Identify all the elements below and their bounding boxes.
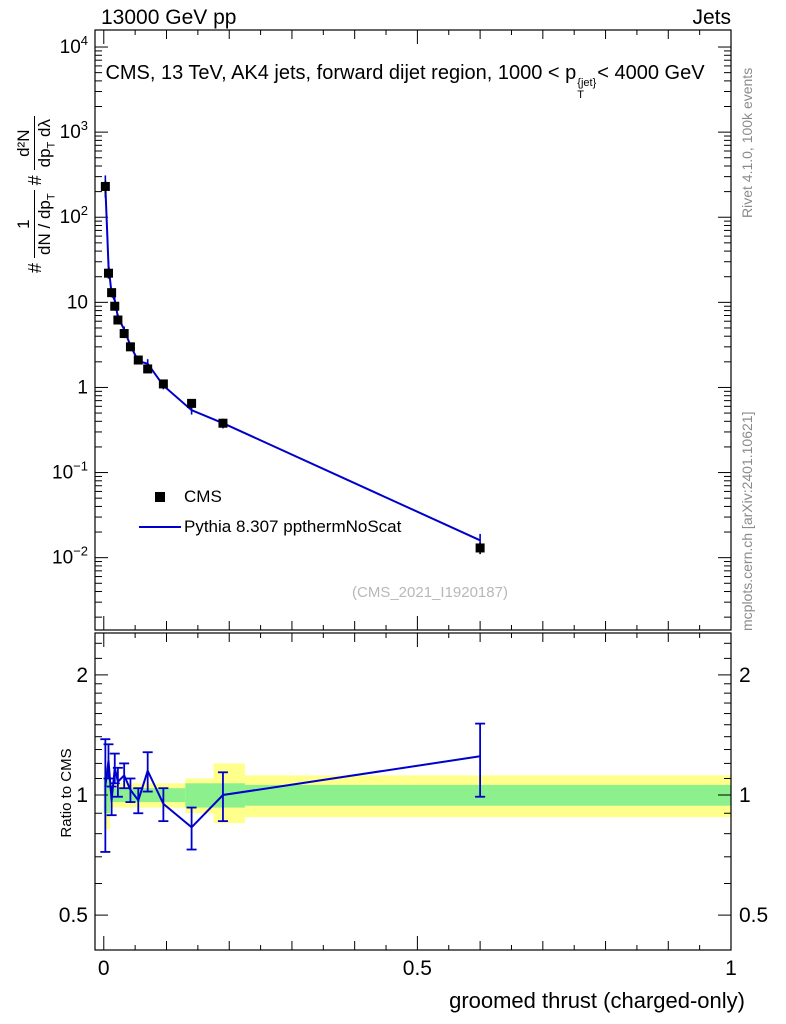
- ylabel-hash-1: #: [25, 262, 46, 273]
- beam-energy-label: 13000 GeV pp: [101, 6, 237, 29]
- cms-data-point: [218, 418, 228, 428]
- y-tick-label: 10: [67, 292, 88, 313]
- cms-data-point: [119, 329, 129, 339]
- legend-label-cms: CMS: [184, 487, 222, 506]
- band-green: [103, 778, 111, 814]
- cms-data-point: [113, 315, 123, 325]
- legend: CMS Pythia 8.307 ppthermNoScat: [136, 482, 401, 542]
- title-subscript: T: [577, 88, 585, 101]
- ratio-tick-label: 0.5: [59, 904, 88, 927]
- title-prefix: CMS, 13 TeV, AK4 jets, forward dijet reg…: [105, 62, 577, 84]
- y-axis-label: # 1 dN / dpT # d²N dpT dλ: [14, 32, 58, 352]
- cms-data-point: [110, 301, 120, 311]
- pt-jet-symbol: {jet} T: [577, 77, 597, 101]
- cms-marker-swatch: [136, 492, 184, 502]
- cms-data-point: [187, 398, 197, 408]
- ylabel-hash-2: #: [25, 175, 46, 186]
- ylabel-fraction-1: 1 dN / dpT: [14, 190, 58, 258]
- legend-label-pythia: Pythia 8.307 ppthermNoScat: [184, 517, 402, 536]
- legend-row-cms: CMS: [136, 482, 401, 512]
- ratio-tick-label: 1: [76, 784, 88, 807]
- cms-data-point: [475, 543, 485, 553]
- pythia-marker-swatch: [136, 526, 184, 528]
- y-tick-label: 1: [77, 377, 88, 398]
- legend-row-pythia: Pythia 8.307 ppthermNoScat: [136, 512, 401, 542]
- y-tick-label: 102: [60, 203, 88, 228]
- ylabel-frac1-numerator: 1: [14, 190, 35, 258]
- title-superscript: {jet}: [577, 77, 597, 89]
- x-tick-label: 1: [725, 957, 737, 980]
- cms-data-point: [143, 364, 153, 374]
- ylabel-frac2-numerator: d²N: [14, 116, 35, 171]
- x-tick-label: 0: [98, 957, 110, 980]
- cms-data-point: [158, 379, 168, 389]
- rivet-version-note: Rivet 4.1.0, 100k events: [739, 67, 755, 218]
- y-tick-label: 10−1: [52, 459, 88, 484]
- ratio-tick-label: 2: [76, 664, 88, 687]
- black-square-icon: [155, 492, 165, 502]
- ratio-axis-label: Ratio to CMS: [58, 748, 75, 838]
- cms-data-point: [100, 181, 110, 191]
- ratio-tick-label: 1: [739, 784, 751, 807]
- x-axis-label: groomed thrust (charged-only): [449, 988, 745, 1013]
- band-green: [244, 784, 731, 806]
- ratio-tick-label: 2: [739, 664, 751, 687]
- blue-line-icon: [139, 526, 181, 528]
- ratio-tick-label: 0.5: [739, 904, 768, 927]
- cms-data-point: [107, 288, 117, 298]
- ylabel-frac2-denominator: dpT dλ: [34, 119, 57, 168]
- band-green: [110, 788, 186, 803]
- main-frame: [94, 29, 732, 631]
- cms-data-point: [103, 268, 113, 278]
- y-tick-label: 10−2: [52, 544, 88, 569]
- cms-data-point: [133, 355, 143, 365]
- analysis-group-label: Jets: [692, 6, 731, 29]
- title-suffix: < 4000 GeV: [597, 62, 705, 84]
- cms-data-point: [125, 342, 135, 352]
- x-tick-label: 0.5: [403, 957, 432, 980]
- ratio-frame: [94, 632, 732, 951]
- ylabel-fraction-2: d²N dpT dλ: [14, 116, 58, 171]
- plot-title: CMS, 13 TeV, AK4 jets, forward dijet reg…: [40, 62, 770, 101]
- mcplots-citation-note: mcplots.cern.ch [arXiv:2401.10621]: [739, 411, 755, 631]
- analysis-id-watermark: (CMS_2021_I1920187): [352, 584, 508, 601]
- y-tick-label: 104: [60, 33, 88, 58]
- y-tick-label: 103: [60, 118, 88, 143]
- ylabel-frac1-denominator: dN / dpT: [34, 193, 57, 255]
